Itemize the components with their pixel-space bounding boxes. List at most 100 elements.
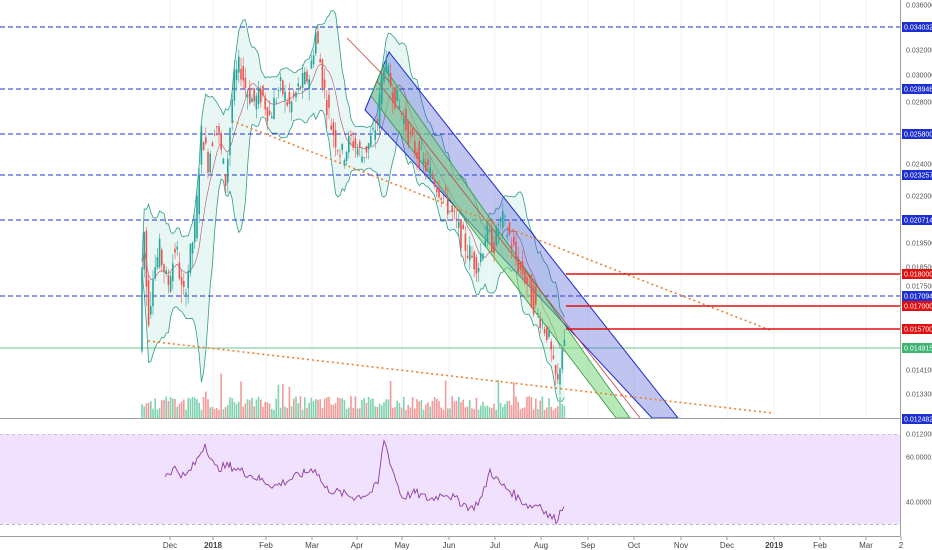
oscillator-tick-label: 60.0000 xyxy=(906,454,931,461)
candle-body xyxy=(378,93,381,129)
candle-body xyxy=(513,236,515,245)
price-tag-label: 0.015700 xyxy=(904,327,932,334)
candle-body xyxy=(563,339,566,347)
volume-bar xyxy=(202,397,205,418)
volume-bar xyxy=(493,403,495,418)
candle-body xyxy=(326,99,328,116)
candle-body xyxy=(330,125,332,130)
volume-bar xyxy=(414,408,416,418)
volume-bar xyxy=(513,382,515,418)
volume-bar xyxy=(486,405,489,418)
candle-body xyxy=(422,158,425,164)
volume-bar xyxy=(398,402,401,418)
volume-bar xyxy=(187,397,189,418)
volume-bar xyxy=(469,400,471,418)
volume-bar xyxy=(389,381,392,418)
price-tag-label: 0.018000 xyxy=(904,272,932,279)
volume-bar xyxy=(178,404,181,418)
volume-bar xyxy=(306,407,308,418)
candle-body xyxy=(257,87,260,104)
time-tick-label: Aug xyxy=(534,541,548,550)
time-axis[interactable]: Dec 2018 Feb Mar Apr May Jun Jul Aug Sep Oct Nov Dec… xyxy=(163,536,904,550)
volume-bar xyxy=(156,409,159,418)
bollinger-lower xyxy=(141,110,565,403)
volume-bar xyxy=(510,405,513,418)
candle-body xyxy=(521,261,524,275)
volume-bar xyxy=(495,409,497,418)
volume-bar xyxy=(167,400,170,418)
candle-body xyxy=(191,242,194,254)
oscillator-pane[interactable]: 60.0000 40.0000 xyxy=(0,430,931,531)
candle-body xyxy=(231,99,233,123)
volume-bar xyxy=(326,397,328,418)
candle-body xyxy=(372,127,374,130)
candle-body xyxy=(385,57,387,73)
candle-body xyxy=(387,65,390,75)
volume-bar xyxy=(491,407,493,418)
candle-body xyxy=(299,86,302,88)
volume-bar xyxy=(530,397,533,418)
candle-body xyxy=(537,313,539,315)
candle-body xyxy=(183,281,185,288)
volume-bar xyxy=(163,399,165,418)
volume-bar xyxy=(328,396,330,418)
candle-body xyxy=(268,110,271,115)
candle-body xyxy=(550,341,552,350)
volume-bar xyxy=(411,397,414,418)
volume-bar xyxy=(273,409,275,418)
candle-body xyxy=(453,210,456,212)
candle-body xyxy=(493,242,495,254)
candle-body xyxy=(356,148,359,155)
volume-bar xyxy=(400,407,403,418)
volume-bar xyxy=(497,380,500,418)
price-tag-label: 0.025800 xyxy=(904,132,932,139)
trendlines xyxy=(147,120,773,414)
candle-body xyxy=(354,138,357,147)
volume-bar xyxy=(310,397,313,418)
volume-bar xyxy=(154,398,156,418)
candle-body xyxy=(185,292,187,295)
oscillator-line xyxy=(164,439,565,525)
price-tag-label: 0.017000 xyxy=(904,304,932,311)
candle-body xyxy=(284,91,286,101)
volume-bar xyxy=(147,402,150,418)
volume-bar xyxy=(290,406,293,418)
candle-body xyxy=(526,276,528,284)
price-tag-label: 0.034032 xyxy=(904,25,932,32)
volume-bar xyxy=(220,373,222,418)
volume-bar xyxy=(535,398,537,418)
candle-body xyxy=(262,85,264,96)
candle-body xyxy=(290,101,293,113)
oscillator-band xyxy=(0,434,900,525)
candle-body xyxy=(222,158,225,164)
candle-body xyxy=(374,130,376,140)
candle-body xyxy=(508,222,511,235)
candle-body xyxy=(528,275,530,277)
candle-body xyxy=(414,140,416,155)
candle-body xyxy=(491,227,493,252)
candle-body xyxy=(275,101,277,103)
volume-bar xyxy=(143,406,145,418)
candle-body xyxy=(365,146,368,153)
volume-bar xyxy=(552,409,555,418)
candle-body xyxy=(552,355,555,359)
volume-bar xyxy=(244,403,247,418)
candle-body xyxy=(202,142,205,151)
price-tag xyxy=(902,324,932,334)
price-tag-label: 0.012482 xyxy=(904,417,932,424)
candle-body xyxy=(156,257,159,268)
volume-bar xyxy=(227,404,229,418)
candle-body xyxy=(339,155,341,157)
candle-body xyxy=(233,69,236,101)
price-tag-label: 0.020714 xyxy=(904,218,932,225)
volume-bar xyxy=(436,398,438,418)
candle-body xyxy=(497,230,500,236)
volume-bar xyxy=(449,408,451,418)
volume-bar xyxy=(383,402,385,418)
